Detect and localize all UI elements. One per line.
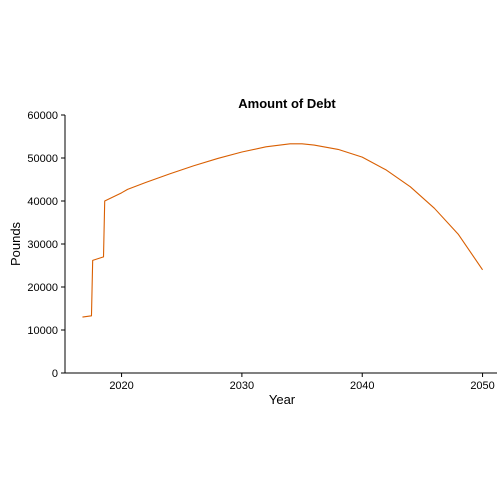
x-axis-title: Year bbox=[269, 392, 296, 407]
y-tick-label: 0 bbox=[52, 368, 58, 380]
y-axis: 0 10000 20000 30000 40000 50000 60000 bbox=[27, 110, 66, 380]
x-tick-label: 2020 bbox=[109, 380, 133, 392]
y-tick-label: 60000 bbox=[27, 110, 58, 122]
series-line-1 bbox=[82, 143, 484, 318]
y-tick-label: 10000 bbox=[27, 325, 58, 337]
x-tick-label: 2040 bbox=[350, 380, 374, 392]
y-tick-label: 40000 bbox=[27, 196, 58, 208]
x-tick-label: 2030 bbox=[230, 380, 254, 392]
x-tick-label: 2050 bbox=[470, 380, 494, 392]
y-tick-label: 30000 bbox=[27, 239, 58, 251]
y-axis-title: Pounds bbox=[8, 221, 23, 266]
series-layer bbox=[82, 143, 484, 318]
y-tick-label: 50000 bbox=[27, 153, 58, 165]
x-axis: 2020 2030 2040 2050 bbox=[65, 372, 497, 392]
chart-title: Amount of Debt bbox=[238, 96, 336, 111]
y-tick-label: 20000 bbox=[27, 282, 58, 294]
